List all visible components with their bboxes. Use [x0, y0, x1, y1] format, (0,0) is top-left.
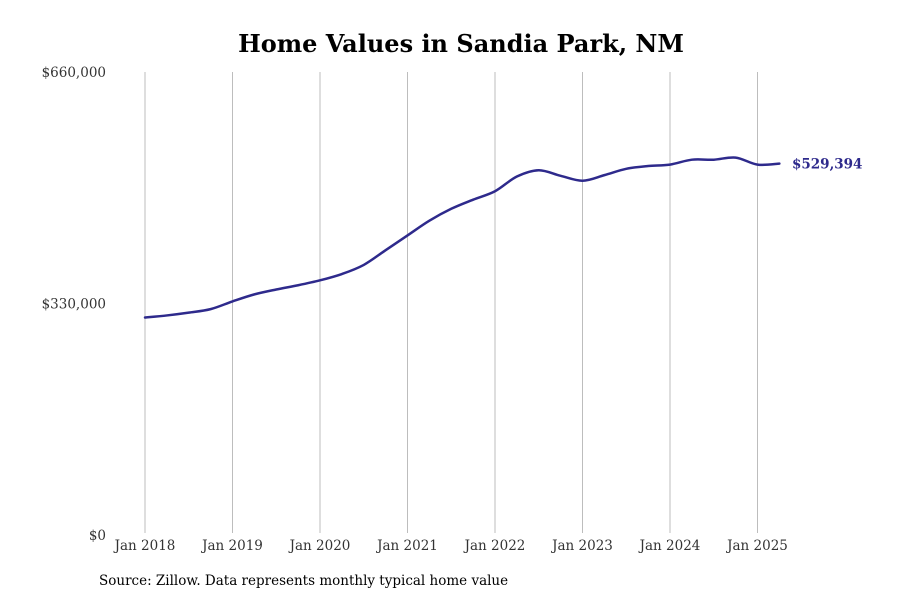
x-tick-label: Jan 2021	[375, 538, 438, 554]
series-line	[143, 156, 781, 319]
gridlines	[144, 72, 758, 533]
x-tick-label: Jan 2019	[200, 538, 263, 554]
x-tick-label: Jan 2020	[288, 538, 351, 554]
source-note: Source: Zillow. Data represents monthly …	[99, 573, 509, 589]
y-axis-tick-labels: $0 $330,000 $660,000	[42, 65, 106, 544]
x-tick-label: Jan 2024	[638, 538, 701, 554]
y-tick-label: $330,000	[42, 297, 106, 313]
y-tick-label: $660,000	[42, 65, 106, 81]
end-value-label: $529,394	[792, 157, 862, 173]
x-axis-tick-labels: Jan 2018 Jan 2019 Jan 2020 Jan 2021 Jan 2022…	[113, 538, 788, 554]
x-tick-label: Jan 2022	[463, 538, 526, 554]
x-tick-label: Jan 2023	[550, 538, 613, 554]
chart-title: Home Values in Sandia Park, NM	[238, 29, 684, 58]
x-tick-label: Jan 2025	[725, 538, 788, 554]
y-tick-label: $0	[89, 528, 106, 544]
x-tick-label: Jan 2018	[113, 538, 176, 554]
series-layer: $529,394	[143, 156, 862, 319]
